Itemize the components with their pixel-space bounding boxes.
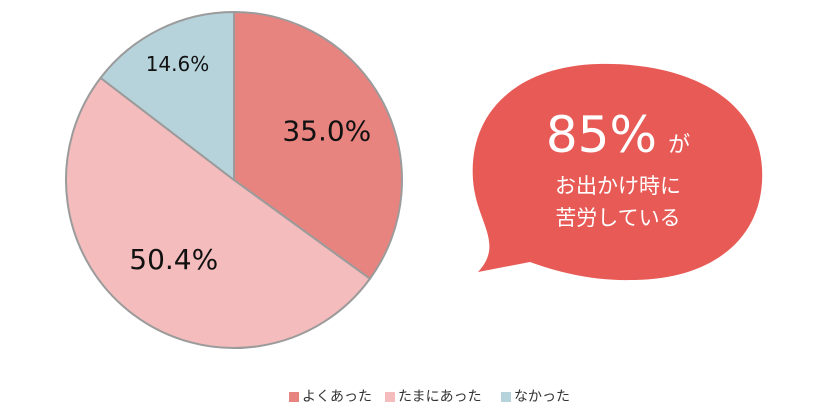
legend-label-never: なかった [514,389,570,405]
pie-slice-often [233,10,403,281]
pie-slice-labels: 35.0% 50.4% 14.6% [129,52,371,276]
legend-label-often: よくあった [302,389,372,405]
callout-line-1: お出かけ時に [555,174,681,198]
pie-slice-never [99,10,235,183]
chart-legend: よくあった たまにあった なかった [289,389,570,405]
legend-swatch-never [501,392,511,402]
slice-label-often: 35.0% [282,115,371,148]
slice-label-never: 14.6% [146,52,210,76]
legend-swatch-sometimes [385,392,395,402]
pie-slice-sometimes [65,76,372,349]
legend-label-sometimes: たまにあった [398,389,482,405]
speech-bubble-shape [472,63,763,281]
callout-bubble: 85% が お出かけ時に 苦労している [472,63,763,281]
slice-label-sometimes: 50.4% [129,243,218,276]
callout-headline: 85% が [546,106,690,164]
callout-number: 85% [546,106,657,164]
legend-swatch-often [289,392,299,402]
callout-suffix: が [668,133,690,158]
pie-slices [65,10,403,349]
callout-line-2: 苦労している [555,206,680,230]
